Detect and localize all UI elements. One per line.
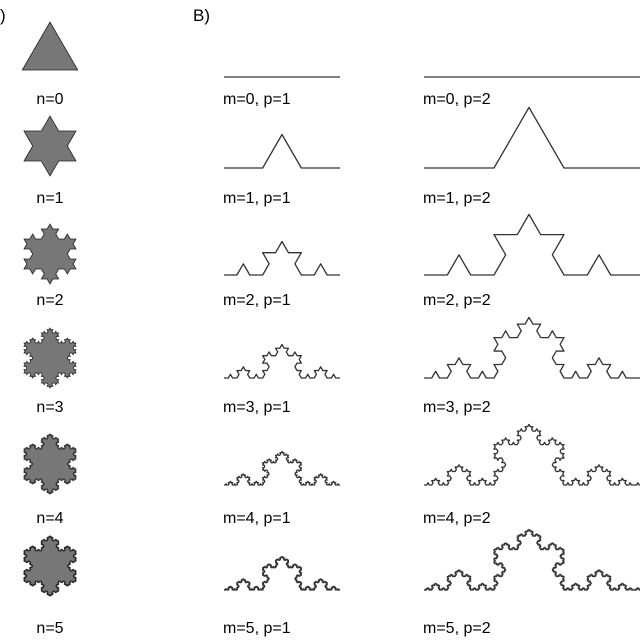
koch-curve-m2 [424, 213, 640, 276]
curve-label: m=0, p=1 [223, 91, 291, 108]
koch-curve-m3 [424, 316, 640, 379]
koch-snowflake-n4 [23, 433, 77, 495]
snowflake-label: n=0 [36, 91, 63, 108]
koch-snowflake-n5 [23, 535, 77, 597]
curve-column-p2: m=0, p=2 m=1, p=2 m=2, p=2 m=3, p=2 m=4, p=2… [423, 76, 640, 637]
snowflake-column: n=0 n=1 n=2 n=3 n=4 n=5 [21, 21, 79, 637]
panel-label-a: ) [0, 6, 6, 25]
koch-snowflake-n0 [21, 21, 79, 71]
koch-curve-m1 [424, 106, 640, 169]
koch-snowflake-n3 [23, 327, 77, 389]
koch-curve-m4 [224, 450, 340, 486]
panel-label-b: B) [193, 6, 210, 25]
curve-label: m=3, p=2 [423, 399, 491, 416]
curve-label: m=5, p=1 [223, 620, 291, 637]
koch-curve-m4 [424, 423, 640, 486]
snowflake-label: n=2 [36, 292, 63, 309]
curve-label: m=2, p=2 [423, 292, 491, 309]
curve-label: m=4, p=2 [423, 510, 491, 527]
koch-curve-m1 [224, 133, 340, 169]
curve-label: m=3, p=1 [223, 399, 291, 416]
koch-curve-m5 [223, 555, 341, 591]
curve-label: m=2, p=1 [223, 292, 291, 309]
koch-curve-m2 [224, 240, 340, 276]
curve-label: m=1, p=2 [423, 190, 491, 207]
koch-curve-m3 [224, 343, 340, 379]
snowflake-label: n=5 [36, 620, 63, 637]
snowflake-label: n=4 [36, 510, 63, 527]
curve-label: m=0, p=2 [423, 91, 491, 108]
snowflake-label: n=1 [36, 190, 63, 207]
curve-label: m=5, p=2 [423, 620, 491, 637]
koch-snowflake-n1 [23, 115, 77, 177]
curve-column-p1: m=0, p=1 m=1, p=1 m=2, p=1 m=3, p=1 m=4, p=1… [223, 76, 341, 637]
curve-label: m=4, p=1 [223, 510, 291, 527]
koch-curve-m5 [424, 528, 640, 591]
koch-snowflake-n2 [23, 223, 77, 285]
curve-label: m=1, p=1 [223, 190, 291, 207]
snowflake-label: n=3 [36, 399, 63, 416]
